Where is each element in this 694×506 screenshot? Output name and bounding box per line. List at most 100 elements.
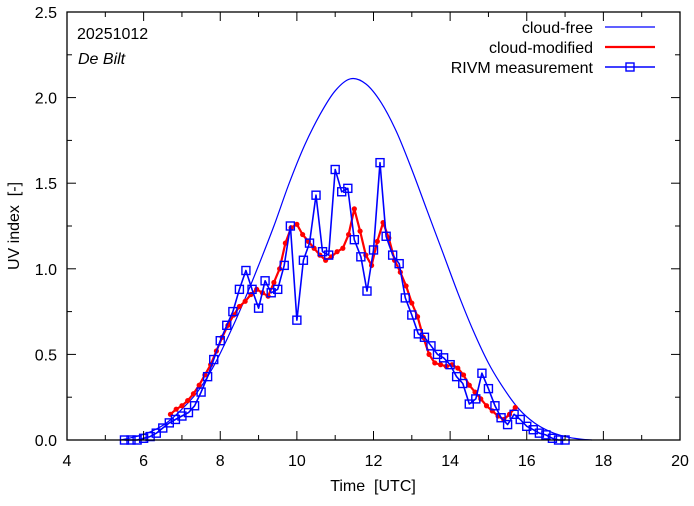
y-axis-label: UV index [-] [6,182,23,270]
legend-label: cloud-modified [489,40,593,57]
rivm-measurement-point [445,359,455,370]
rivm-measurement-point [349,234,360,245]
rivm-measurement-point [407,310,417,320]
rivm-measurement-point [292,315,302,325]
x-tick-label: 20 [671,453,689,470]
series-rivm-line [124,161,566,441]
y-tick-label: 0.0 [35,433,57,450]
cloud-modified-point [242,298,248,304]
legend-label: RIVM measurement [451,60,594,77]
rivm-measurement-point [298,255,309,265]
rivm-measurement-point [209,354,219,365]
y-tick-label: 1.5 [35,176,57,193]
rivm-measurement-point [515,414,525,425]
legend: cloud-free cloud-modified RIVM measurement [451,20,655,77]
y-tick-label: 1.0 [35,262,57,279]
rivm-measurement-point [151,428,161,438]
rivm-measurement-point [381,231,391,241]
rivm-measurement-point [458,378,468,389]
rivm-measurement-point [304,238,315,248]
legend-marker [625,62,635,72]
rivm-measurement-point [490,401,500,411]
cloud-modified-point [179,403,185,409]
x-tick-label: 10 [288,453,306,470]
cloud-modified-point [236,303,243,310]
rivm-measurement-point [400,293,410,303]
cloud-modified-point [512,404,518,411]
cloud-modified-point [271,279,277,286]
rivm-measurement-point [215,336,225,346]
cloud-modified-point [432,360,438,366]
rivm-measurement-point [260,276,270,286]
cloud-modified-point [185,398,191,404]
cloud-modified-point [351,206,357,212]
cloud-modified-point [196,382,202,388]
rivm-measurement-point [202,371,213,382]
rivm-measurement-point [343,183,353,194]
x-tick-label: 16 [518,453,536,470]
rivm-measurement-point [464,399,474,409]
cloud-modified-point [460,372,467,378]
rivm-measurement-point [387,250,398,260]
rivm-measurement-point [502,419,513,430]
rivm-measurement-point [323,250,334,260]
cloud-modified-point [403,283,409,289]
date-annotation: 20251012 [77,26,148,43]
rivm-measurement-point [279,260,289,271]
cloud-modified-point [357,228,363,234]
cloud-modified-point [426,351,432,357]
rivm-measurement-point [222,320,232,330]
cloud-modified-point [173,406,179,412]
cloud-modified-point [437,362,444,368]
rivm-measurement-point [426,341,436,351]
x-tick-label: 14 [441,453,459,470]
location-annotation: De Bilt [78,51,126,68]
rivm-measurement-point [394,258,404,269]
rivm-measurement-point [496,413,506,423]
rivm-measurement-point [241,265,251,276]
cloud-modified-point [455,365,461,371]
y-tick-label: 2.0 [35,91,57,108]
cloud-modified-point [466,382,472,388]
legend-label: cloud-free [522,20,593,37]
rivm-measurement-point [451,371,462,382]
y-tick-label: 0.5 [35,347,57,364]
rivm-measurement-point [273,284,283,295]
cloud-modified-point [190,391,197,397]
rivm-measurement-point [547,433,558,443]
cloud-modified-point [409,300,415,306]
axis-ticks [66,11,681,441]
x-tick-labels: 4 6 8 10 12 14 16 18 20 [63,453,689,470]
y-tick-label: 2.5 [35,5,57,22]
rivm-measurement-point [196,387,206,397]
x-tick-label: 8 [216,453,225,470]
x-tick-label: 4 [63,453,72,470]
rivm-measurement-point [477,368,487,378]
rivm-measurement-point [285,221,296,231]
x-axis-label: Time [UTC] [330,478,416,495]
cloud-modified-point [282,240,288,246]
rivm-measurement-point [158,423,168,433]
cloud-modified-point [300,231,306,238]
rivm-measurement-point [483,383,494,394]
y-tick-labels: 0.0 0.5 1.0 1.5 2.0 2.5 [35,5,57,450]
rivm-measurement-point [534,428,545,438]
rivm-measurement-point [368,245,379,255]
rivm-measurement-point [311,190,321,200]
rivm-measurement-point [509,409,519,420]
rivm-measurement-point [471,394,481,404]
cloud-modified-point [483,403,490,409]
rivm-measurement-point [438,353,449,363]
cloud-modified-point [334,249,340,255]
x-tick-label: 18 [594,453,612,470]
cloud-modified-point [374,238,380,245]
rivm-measurement-point [183,407,194,418]
rivm-measurement-point [253,303,264,313]
rivm-measurement-point [247,284,257,295]
rivm-measurement-point [228,306,238,317]
rivm-measurement-point [356,252,366,262]
cloud-modified-point [340,245,346,251]
x-tick-label: 6 [139,453,148,470]
rivm-measurement-point [234,284,245,295]
